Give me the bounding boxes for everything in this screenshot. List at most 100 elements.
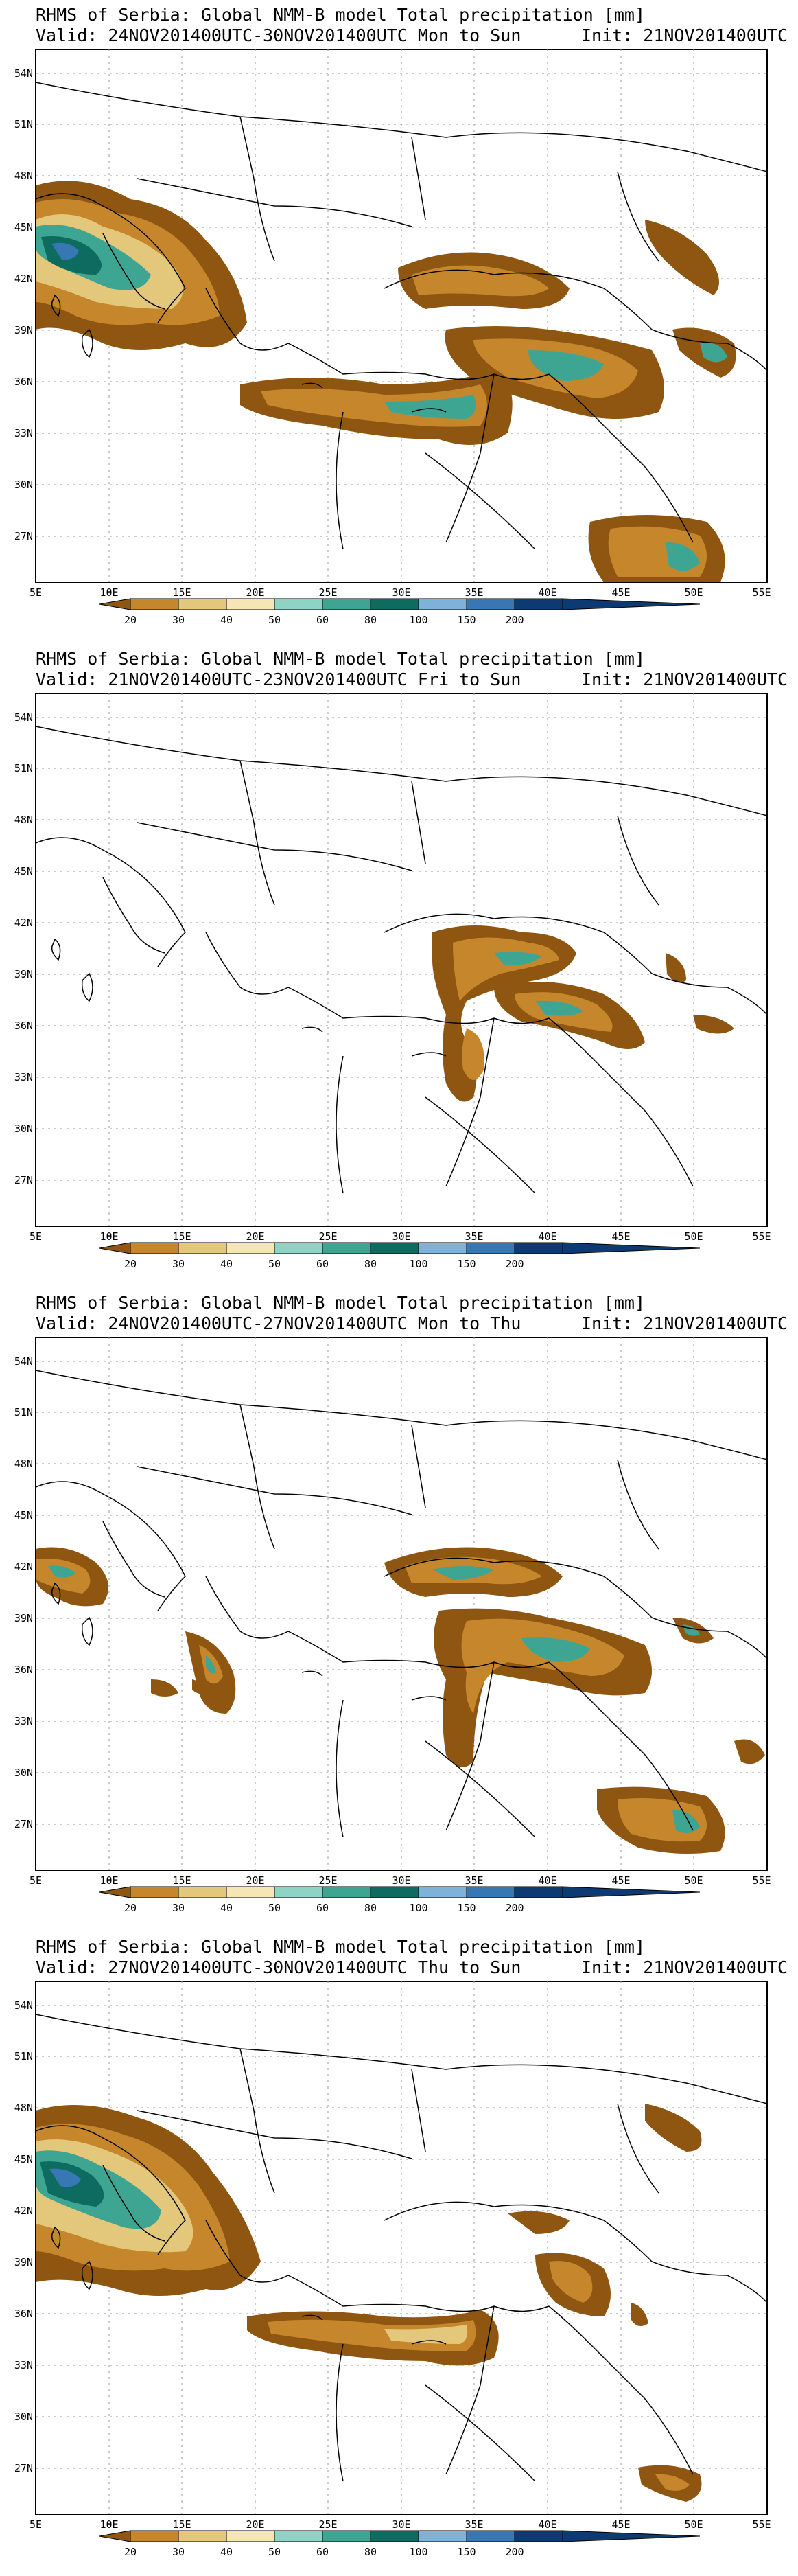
svg-text:45E: 45E xyxy=(611,1874,630,1887)
precipitation-field xyxy=(36,2104,702,2502)
panel-valid-period: Valid: 24NOV201400UTC-27NOV201400UTC Mon… xyxy=(36,1313,521,1333)
svg-text:100: 100 xyxy=(409,614,427,626)
svg-text:36N: 36N xyxy=(14,376,33,388)
svg-text:40E: 40E xyxy=(538,1230,556,1243)
panel-title: RHMS of Serbia: Global NMM-B model Total… xyxy=(36,1293,646,1313)
svg-text:20E: 20E xyxy=(246,1230,264,1243)
svg-text:55E: 55E xyxy=(752,1874,771,1887)
svg-text:40: 40 xyxy=(220,1258,233,1270)
svg-text:15E: 15E xyxy=(172,2518,191,2531)
svg-text:42N: 42N xyxy=(14,2205,33,2217)
svg-text:80: 80 xyxy=(364,1258,377,1270)
svg-text:20: 20 xyxy=(124,1258,137,1270)
svg-text:20: 20 xyxy=(124,2546,137,2558)
svg-text:45N: 45N xyxy=(14,2153,33,2165)
precipitation-map: 54N 51N 48N 45N 42N 39N 36N 33N 30N 27N 5E 10E… xyxy=(14,1981,771,2558)
svg-text:39N: 39N xyxy=(14,324,33,336)
panel-valid-period: Valid: 27NOV201400UTC-30NOV201400UTC Thu… xyxy=(36,1957,521,1977)
panel-valid-period: Valid: 24NOV201400UTC-30NOV201400UTC Mon… xyxy=(36,25,521,45)
svg-text:54N: 54N xyxy=(14,711,33,724)
svg-text:80: 80 xyxy=(364,1902,377,1914)
svg-text:51N: 51N xyxy=(14,1406,33,1418)
svg-text:39N: 39N xyxy=(14,2256,33,2268)
svg-text:30E: 30E xyxy=(392,1230,410,1243)
svg-text:5E: 5E xyxy=(30,1874,42,1887)
svg-text:48N: 48N xyxy=(14,2102,33,2114)
svg-text:27N: 27N xyxy=(14,530,33,542)
svg-text:20E: 20E xyxy=(246,2518,264,2531)
latitude-labels: 54N 51N 48N 45N 42N 39N 36N 33N 30N 27N xyxy=(14,711,33,1186)
svg-text:40E: 40E xyxy=(538,2518,556,2531)
svg-text:54N: 54N xyxy=(14,67,33,80)
svg-text:20E: 20E xyxy=(246,1874,264,1887)
svg-text:42N: 42N xyxy=(14,1561,33,1573)
svg-text:150: 150 xyxy=(457,1902,476,1914)
svg-text:200: 200 xyxy=(505,1258,524,1270)
svg-text:51N: 51N xyxy=(14,762,33,774)
latitude-labels: 54N 51N 48N 45N 42N 39N 36N 33N 30N 27N xyxy=(14,1355,33,1830)
svg-text:25E: 25E xyxy=(318,586,337,599)
svg-text:50E: 50E xyxy=(684,1230,703,1243)
color-legend: 20 30 40 50 60 80 100 150 200 xyxy=(99,2530,701,2558)
svg-text:25E: 25E xyxy=(318,1230,337,1243)
map-panel-2: RHMS of Serbia: Global NMM-B model Total… xyxy=(0,644,798,1288)
panel-valid-period: Valid: 21NOV201400UTC-23NOV201400UTC Fri… xyxy=(36,669,521,689)
svg-text:200: 200 xyxy=(505,1902,524,1914)
latitude-labels: 54N 51N 48N 45N 42N 39N 36N 33N 30N 27N xyxy=(14,1999,33,2474)
panel-title: RHMS of Serbia: Global NMM-B model Total… xyxy=(36,1937,646,1957)
svg-text:50E: 50E xyxy=(684,1874,703,1887)
svg-text:150: 150 xyxy=(457,614,476,626)
svg-text:55E: 55E xyxy=(752,586,771,599)
svg-text:48N: 48N xyxy=(14,814,33,826)
svg-text:35E: 35E xyxy=(465,1874,483,1887)
svg-text:40: 40 xyxy=(220,2546,233,2558)
svg-text:33N: 33N xyxy=(14,427,33,439)
svg-text:27N: 27N xyxy=(14,1818,33,1830)
coastlines-and-borders xyxy=(35,2014,768,2482)
map-panel-3: RHMS of Serbia: Global NMM-B model Total… xyxy=(0,1288,798,1932)
svg-text:48N: 48N xyxy=(14,1458,33,1470)
svg-text:42N: 42N xyxy=(14,917,33,929)
coastlines-and-borders xyxy=(35,82,768,550)
svg-text:50E: 50E xyxy=(684,586,703,599)
svg-text:20: 20 xyxy=(124,1902,137,1914)
svg-text:10E: 10E xyxy=(99,2518,118,2531)
svg-text:50: 50 xyxy=(268,614,281,626)
precipitation-map: 54N 51N 48N 45N 42N 39N 36N 33N 30N 27N 5E 10E… xyxy=(14,49,771,626)
svg-text:33N: 33N xyxy=(14,1071,33,1083)
svg-text:36N: 36N xyxy=(14,1020,33,1032)
svg-text:60: 60 xyxy=(316,1258,329,1270)
svg-text:200: 200 xyxy=(505,614,524,626)
precipitation-field xyxy=(36,181,736,582)
svg-text:27N: 27N xyxy=(14,2462,33,2474)
svg-text:100: 100 xyxy=(409,1902,427,1914)
svg-text:45E: 45E xyxy=(611,1230,630,1243)
svg-text:50: 50 xyxy=(268,1258,281,1270)
panel-init-time: Init: 21NOV201400UTC xyxy=(580,669,788,689)
svg-text:50E: 50E xyxy=(684,2518,703,2531)
panel-init-time: Init: 21NOV201400UTC xyxy=(580,1313,788,1333)
svg-text:25E: 25E xyxy=(318,1874,337,1887)
svg-text:36N: 36N xyxy=(14,1664,33,1676)
svg-text:45N: 45N xyxy=(14,1509,33,1521)
svg-text:48N: 48N xyxy=(14,170,33,182)
svg-text:80: 80 xyxy=(364,2546,377,2558)
svg-text:35E: 35E xyxy=(465,1230,483,1243)
svg-text:30E: 30E xyxy=(392,586,410,599)
svg-text:45N: 45N xyxy=(14,865,33,877)
svg-text:30N: 30N xyxy=(14,2411,33,2423)
svg-text:10E: 10E xyxy=(99,1230,118,1243)
coastlines-and-borders xyxy=(35,726,768,1194)
svg-text:54N: 54N xyxy=(14,1355,33,1368)
svg-text:55E: 55E xyxy=(752,2518,771,2531)
svg-text:30: 30 xyxy=(172,1902,185,1914)
svg-text:10E: 10E xyxy=(99,586,118,599)
longitude-labels: 5E 10E 15E 20E 25E 30E 35E 40E 45E 50E 55E xyxy=(30,2518,771,2531)
svg-text:35E: 35E xyxy=(465,586,483,599)
svg-text:150: 150 xyxy=(457,1258,476,1270)
color-legend: 20 30 40 50 60 80 100 150 200 xyxy=(99,1886,701,1914)
svg-text:10E: 10E xyxy=(99,1874,118,1887)
svg-text:80: 80 xyxy=(364,614,377,626)
panel-init-time: Init: 21NOV201400UTC xyxy=(580,1957,788,1977)
svg-text:100: 100 xyxy=(409,2546,427,2558)
